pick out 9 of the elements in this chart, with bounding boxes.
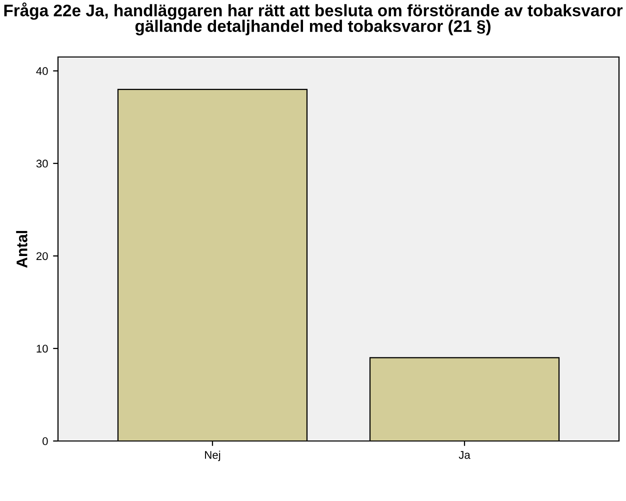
x-tick-label: Nej [205,450,220,462]
x-tick-label: Ja [458,451,470,459]
chart-title: Fråga 22e Ja, handläggaren har rätt att besluta om förstörande av tobaksvaror gällande detaljhandel med tobaksvaror (21 §) [4,2,623,36]
y-tick-label: 20 [36,252,48,260]
y-tick-label: 10 [36,344,48,353]
y-tick-label: 0 [42,437,48,446]
y-tick-label: 40 [36,67,48,76]
y-tick-label: 30 [36,160,48,168]
y-axis-title: Antal [16,230,28,268]
